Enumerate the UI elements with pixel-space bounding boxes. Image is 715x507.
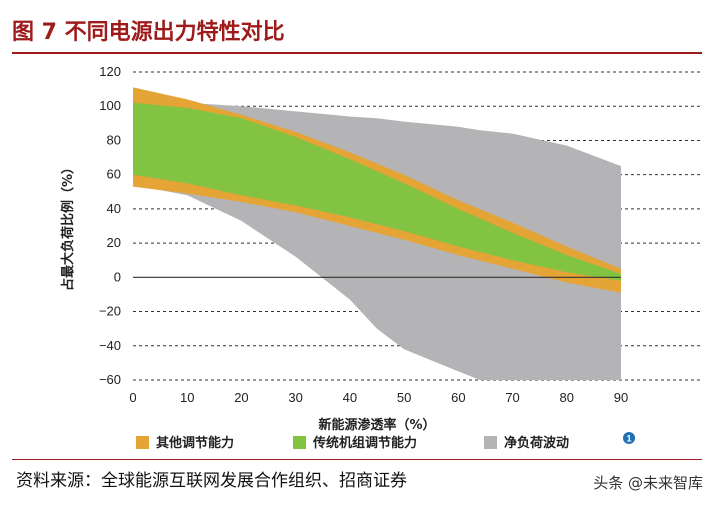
y-tick-label-120: 120	[99, 64, 121, 79]
source-divider	[12, 459, 702, 460]
y-tick-label-100: 100	[99, 98, 121, 113]
legend-swatch-0	[136, 436, 149, 449]
x-tick-label-70: 70	[505, 390, 519, 405]
watermark: 头条 @未来智库	[593, 474, 703, 492]
axes: −60 −40 −20 0 20 40 60 80 100 120 0 10 20 30 40 50 60 70 8…	[60, 64, 628, 433]
plot-area	[133, 71, 701, 381]
y-tick-label--20: −20	[99, 304, 121, 319]
x-axis-label: 新能源渗透率（%）	[318, 417, 435, 433]
x-tick-label-30: 30	[288, 390, 302, 405]
x-tick-label-0: 0	[129, 390, 136, 405]
title-divider	[12, 52, 702, 54]
x-tick-label-50: 50	[397, 390, 411, 405]
legend-label-0: 其他调节能力	[156, 435, 234, 451]
y-tick-label-0: 0	[114, 269, 121, 284]
x-tick-label-10: 10	[180, 390, 194, 405]
x-tick-label-20: 20	[234, 390, 248, 405]
legend-label-1: 传统机组调节能力	[312, 435, 417, 451]
x-tick-label-60: 60	[451, 390, 465, 405]
figure-title: 图 7 不同电源出力特性对比	[12, 20, 285, 45]
legend-note-badge	[623, 432, 635, 444]
legend: 其他调节能力 传统机组调节能力 净负荷波动 1	[136, 432, 635, 451]
y-axis-label: 占最大负荷比例（%）	[60, 161, 76, 291]
y-tick-label-40: 40	[107, 201, 121, 216]
x-tick-label-90: 90	[614, 390, 628, 405]
legend-swatch-1	[293, 436, 306, 449]
x-tick-label-40: 40	[343, 390, 357, 405]
y-tick-label-80: 80	[107, 132, 121, 147]
y-tick-label-20: 20	[107, 235, 121, 250]
bands	[133, 87, 621, 380]
y-tick-label--60: −60	[99, 372, 121, 387]
y-tick-label-60: 60	[107, 167, 121, 182]
legend-label-2: 净负荷波动	[504, 435, 569, 451]
x-tick-label-80: 80	[560, 390, 574, 405]
band-2	[133, 102, 621, 281]
penetration-chart: −60 −40 −20 0 20 40 60 80 100 120 0 10 20 30 40 50 60 70 8…	[60, 64, 701, 451]
legend-swatch-2	[484, 436, 497, 449]
source-note: 资料来源：全球能源互联网发展合作组织、招商证券	[16, 471, 407, 491]
legend-note-number: 1	[626, 434, 631, 444]
y-tick-label--40: −40	[99, 338, 121, 353]
